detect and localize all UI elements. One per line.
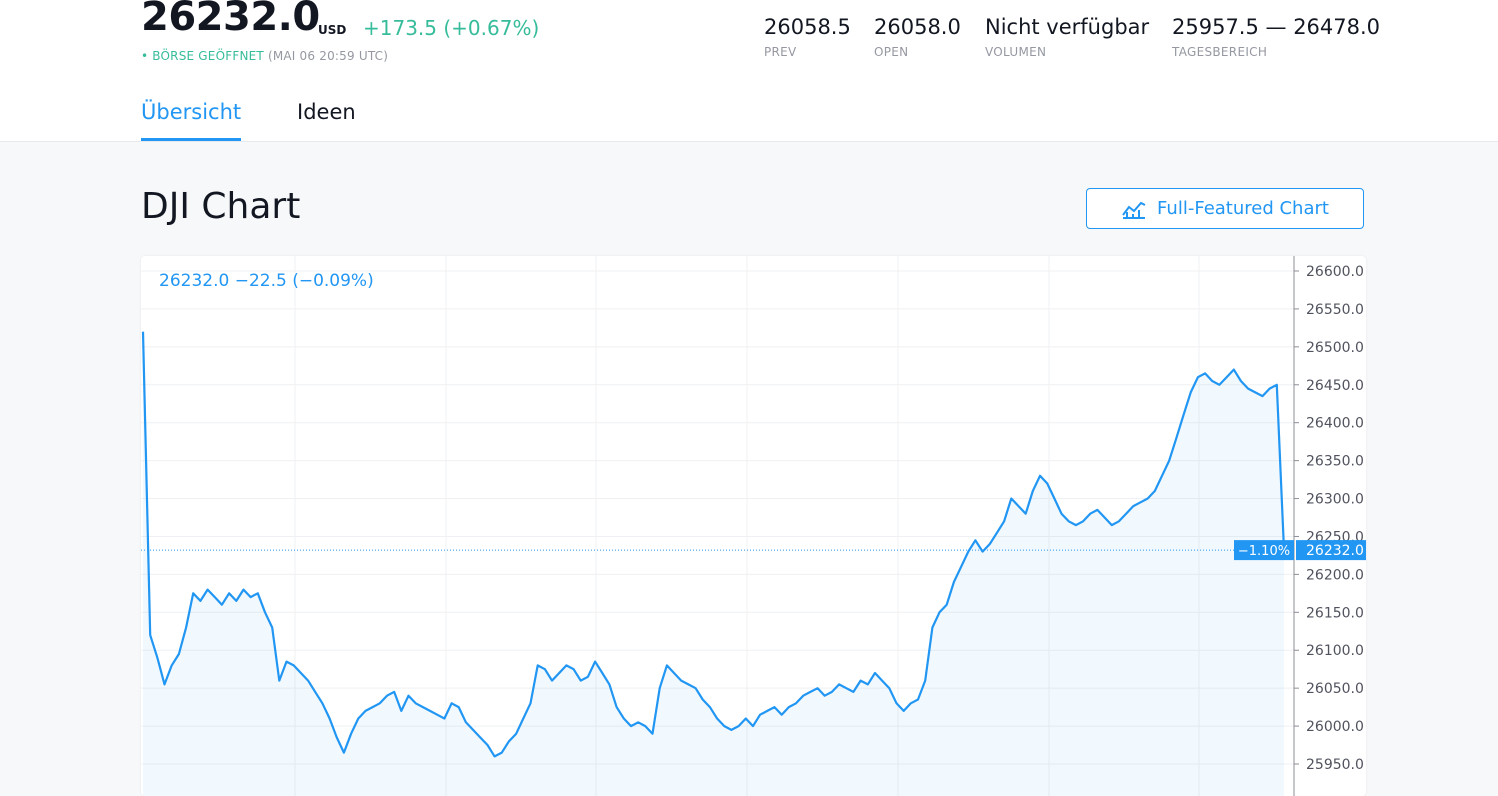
last-price-label: 26232.0 — [1306, 543, 1364, 559]
chart-canvas[interactable]: 26600.0 26550.0 26500.0 26450.0 26400.0 26350… — [141, 256, 1366, 796]
y-axis-tick-label: 26300.0 — [1306, 492, 1364, 508]
y-axis-tick-label: 26150.0 — [1306, 605, 1364, 621]
stat-label: TAGESBEREICH — [1172, 45, 1268, 59]
full-featured-chart-button[interactable]: Full-Featured Chart — [1086, 188, 1364, 229]
series-area-fill — [143, 331, 1284, 796]
chart-line-icon — [1122, 201, 1146, 219]
chart-section-title: DJI Chart — [141, 186, 301, 227]
y-axis-tick-label: 26350.0 — [1306, 454, 1364, 470]
stat-volume: Nicht verfügbar VOLUMEN — [985, 15, 1149, 59]
tab-overview[interactable]: Übersicht — [141, 100, 242, 141]
y-axis-tick-label: 26050.0 — [1306, 681, 1364, 697]
price-chart[interactable]: 26600.0 26550.0 26500.0 26450.0 26400.0 26350… — [141, 256, 1366, 796]
y-axis-tick-label: 25950.0 — [1306, 757, 1364, 773]
last-price: 26232.0 — [141, 0, 320, 40]
stat-prev: 26058.5 PREV — [764, 15, 851, 59]
y-axis-tick-label: 26600.0 — [1306, 264, 1364, 280]
last-price-badge — [1296, 540, 1366, 561]
stat-day-range: 25957.5 — 26478.0 TAGESBEREICH — [1172, 15, 1380, 59]
stat-value: 26058.0 — [874, 15, 961, 39]
stat-open: 26058.0 OPEN — [874, 15, 961, 59]
currency-label: USD — [318, 23, 347, 37]
series-line — [141, 331, 1286, 758]
stat-value: Nicht verfügbar — [985, 15, 1150, 39]
market-status: • BÖRSE GEÖFFNET (MAI 06 20:59 UTC) — [141, 49, 388, 63]
stat-label: PREV — [764, 45, 797, 59]
y-axis-tick-label: 26500.0 — [1306, 340, 1364, 356]
last-price-pct-label: −1.10% — [1238, 544, 1290, 559]
stat-value: 25957.5 — 26478.0 — [1172, 15, 1381, 39]
stat-label: OPEN — [874, 45, 909, 59]
y-axis-tick-label: 26450.0 — [1306, 378, 1364, 394]
last-price-pct-badge — [1234, 540, 1294, 561]
price-change: +173.5 (+0.67%) — [363, 16, 540, 40]
stat-label: VOLUMEN — [985, 45, 1047, 59]
y-axis-tick-label: 26200.0 — [1306, 567, 1364, 583]
quote-header: 26232.0 USD +173.5 (+0.67%) • BÖRSE GEÖF… — [0, 0, 1498, 142]
stat-value: 26058.5 — [764, 15, 851, 39]
chart-legend-value: 26232.0 −22.5 (−0.09%) — [159, 271, 374, 291]
market-time: (MAI 06 20:59 UTC) — [267, 49, 389, 63]
tab-ideas[interactable]: Ideen — [297, 100, 356, 124]
y-axis-tick-label: 26000.0 — [1306, 719, 1364, 735]
full-featured-chart-label: Full-Featured Chart — [1157, 198, 1329, 219]
y-axis-tick-label: 26400.0 — [1306, 416, 1364, 432]
y-axis-tick-label: 26100.0 — [1306, 643, 1364, 659]
y-axis-tick-label: 26550.0 — [1306, 302, 1364, 318]
market-open-label: • BÖRSE GEÖFFNET — [141, 49, 264, 63]
